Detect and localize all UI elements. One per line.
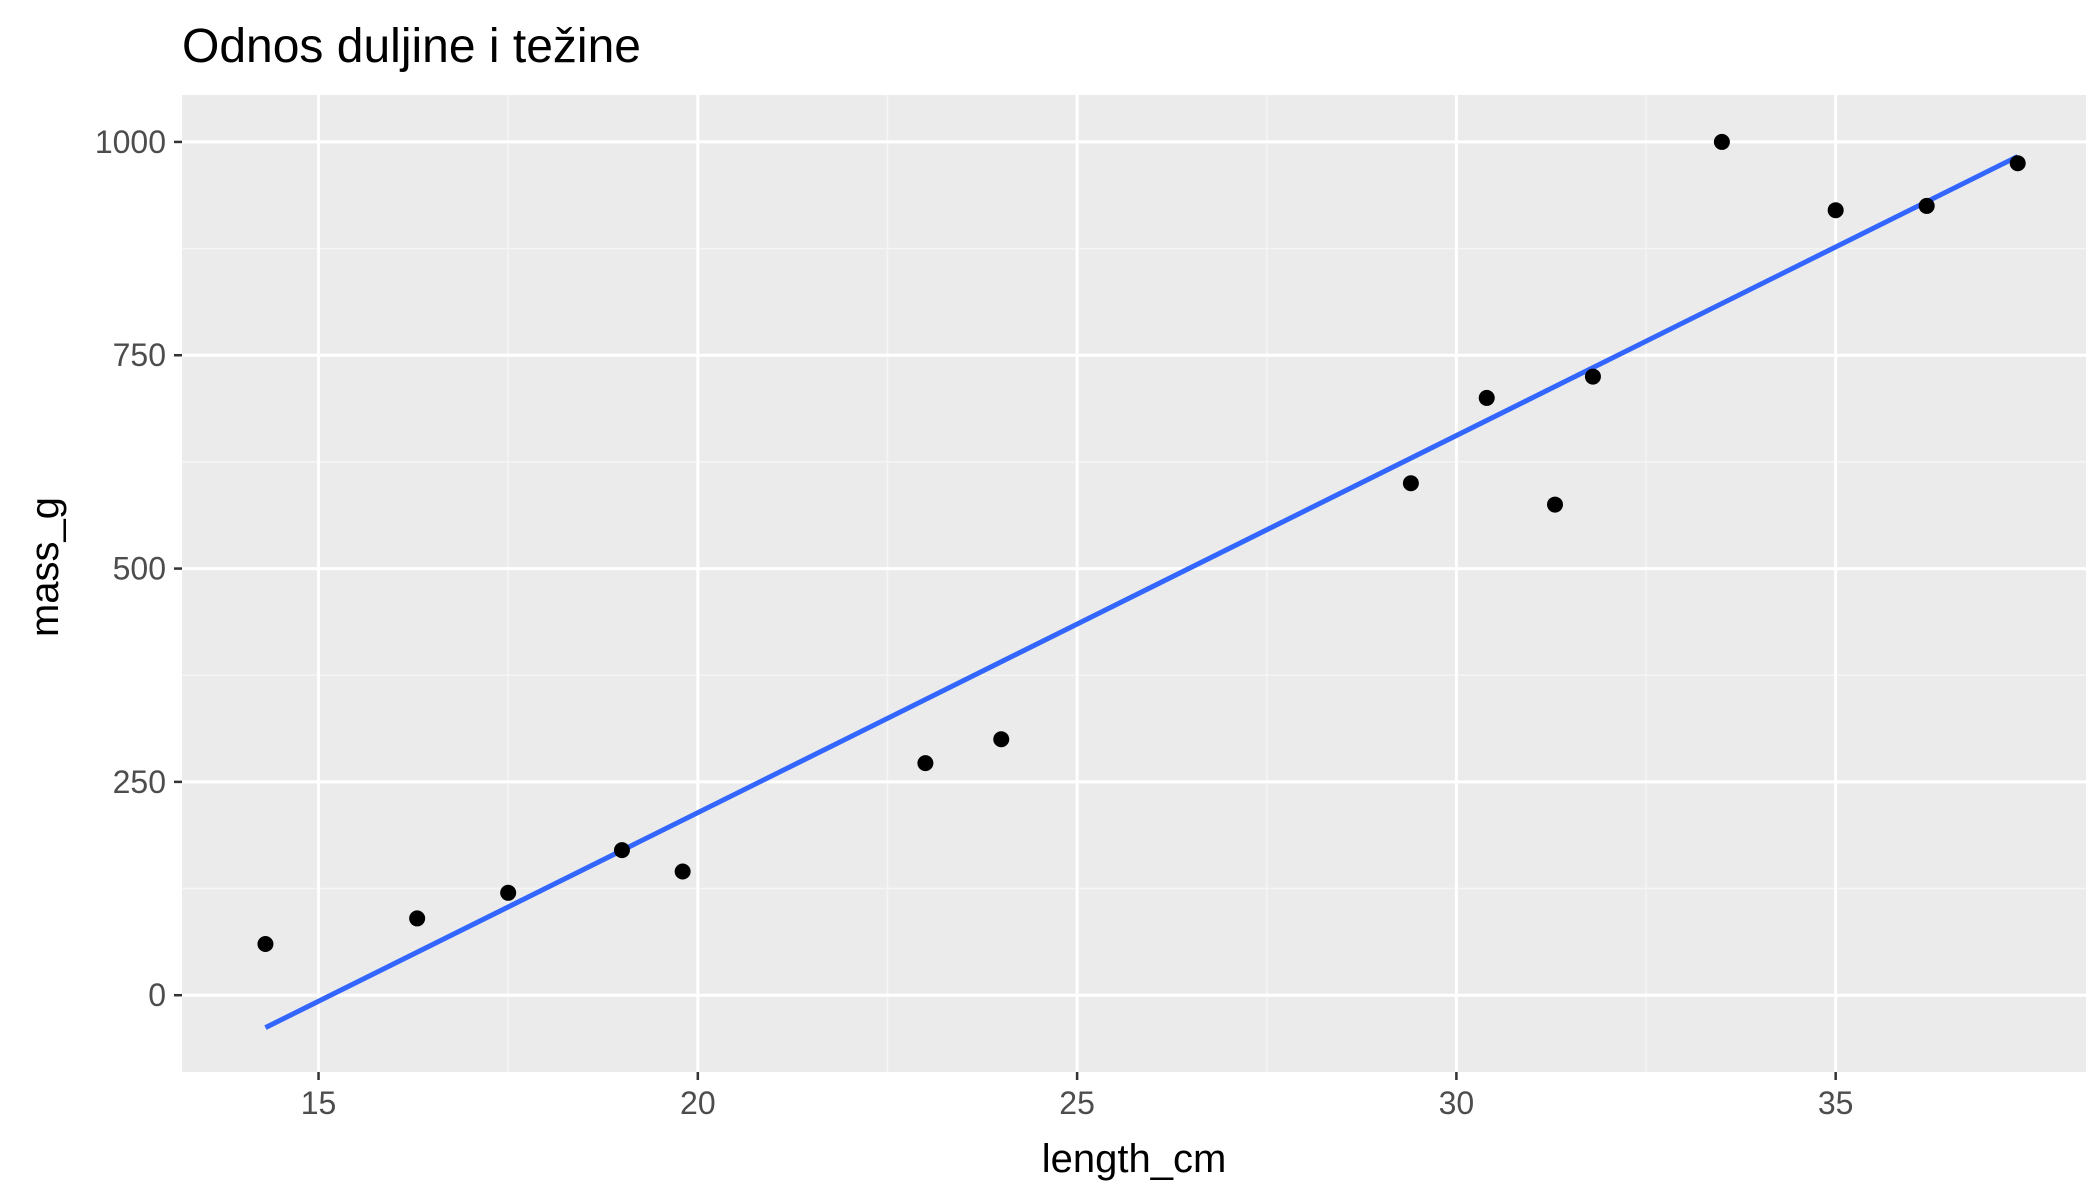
- y-tick-label: 750: [113, 337, 166, 373]
- y-tick-label: 0: [148, 977, 166, 1013]
- major-gridlines: [182, 95, 2086, 1072]
- data-point: [500, 884, 517, 901]
- data-point: [674, 863, 691, 880]
- data-point: [1918, 197, 1935, 214]
- x-tick-label: 30: [1439, 1085, 1475, 1121]
- data-point: [1402, 475, 1419, 492]
- chart-title: Odnos duljine i težine: [182, 20, 641, 73]
- data-point: [1584, 368, 1601, 385]
- data-point: [2009, 155, 2026, 172]
- data-point: [1547, 496, 1564, 513]
- y-tick-label: 1000: [95, 124, 166, 160]
- data-point: [257, 936, 274, 953]
- x-tick-label: 15: [301, 1085, 337, 1121]
- minor-gridlines: [182, 95, 2086, 1072]
- data-point: [1827, 202, 1844, 219]
- axis-ticks: 15 20 25 30 35 0 250 500 750 1000: [95, 124, 1854, 1121]
- series-layer: [257, 133, 2026, 1030]
- y-tick-label: 250: [113, 764, 166, 800]
- data-point: [993, 731, 1010, 748]
- data-point: [1713, 133, 1730, 150]
- data-point: [1478, 389, 1495, 406]
- y-tick-label: 500: [113, 551, 166, 587]
- x-tick-label: 35: [1818, 1085, 1854, 1121]
- y-axis-title: mass_g: [23, 497, 67, 637]
- data-point: [409, 910, 426, 927]
- data-point: [613, 842, 630, 859]
- regression-line: [264, 154, 2019, 1030]
- x-tick-label: 25: [1059, 1085, 1095, 1121]
- x-tick-label: 20: [680, 1085, 716, 1121]
- x-axis-title: length_cm: [1042, 1137, 1227, 1181]
- data-point: [917, 755, 934, 772]
